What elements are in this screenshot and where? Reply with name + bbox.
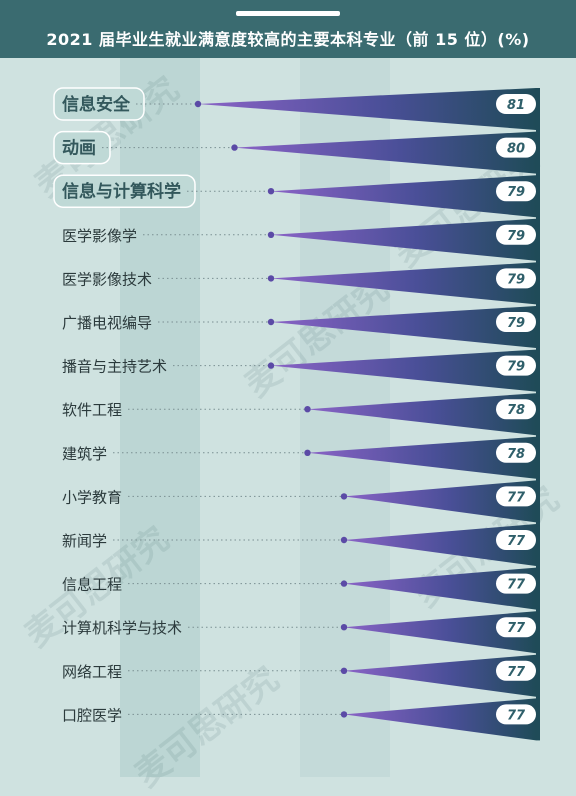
chart-row: 信息工程 77 xyxy=(62,567,536,610)
bar-start-dot xyxy=(267,318,275,326)
value-label: 79 xyxy=(507,316,525,331)
header-accent-bar xyxy=(236,11,340,16)
chart-row: 建筑学 78 xyxy=(62,436,536,479)
value-label: 79 xyxy=(507,185,525,200)
chart-row: 软件工程 78 xyxy=(62,393,536,436)
category-label: 口腔医学 xyxy=(62,706,122,724)
value-label: 79 xyxy=(507,229,525,244)
chart-row: 广播电视编导 79 xyxy=(62,306,536,348)
chart-title: 2021 届毕业生就业满意度较高的主要本科专业（前 15 位）(%) xyxy=(46,30,530,49)
chart-row: 信息安全 81 xyxy=(53,87,536,130)
value-badge xyxy=(496,617,536,638)
value-badge xyxy=(496,660,536,681)
category-label: 网络工程 xyxy=(62,663,122,681)
value-badge xyxy=(496,442,536,463)
value-bar xyxy=(344,654,536,697)
value-badge xyxy=(496,181,536,202)
value-label: 77 xyxy=(507,708,526,723)
chart-row: 计算机科学与技术 77 xyxy=(62,611,536,654)
value-bar xyxy=(344,524,536,566)
bar-start-dot xyxy=(340,580,348,587)
value-label: 81 xyxy=(507,98,525,113)
category-label: 建筑学 xyxy=(62,445,107,463)
category-label: 信息与计算科学 xyxy=(62,181,181,202)
value-bar xyxy=(271,306,536,348)
value-label: 79 xyxy=(507,360,525,375)
bar-start-dot xyxy=(231,144,238,151)
chart-row: 小学教育 77 xyxy=(62,480,536,523)
value-label: 77 xyxy=(507,665,526,680)
category-label: 播音与主持艺术 xyxy=(62,358,167,376)
value-label: 80 xyxy=(507,142,525,157)
value-badge xyxy=(496,399,536,420)
category-label: 医学影像学 xyxy=(62,227,137,245)
category-label: 新闻学 xyxy=(62,532,107,550)
value-badge xyxy=(496,312,536,332)
value-bar xyxy=(198,88,536,130)
value-label: 77 xyxy=(507,578,526,593)
category-highlight xyxy=(53,87,145,121)
bar-start-dot xyxy=(267,275,275,282)
value-badge xyxy=(496,704,536,725)
bar-start-dot xyxy=(194,100,202,108)
value-bar xyxy=(271,218,536,261)
category-label: 信息安全 xyxy=(62,94,131,115)
bar-start-dot xyxy=(304,449,311,456)
bar-start-dot xyxy=(267,188,275,195)
category-label: 信息工程 xyxy=(62,576,122,594)
value-bar xyxy=(307,393,536,436)
category-label: 广播电视编导 xyxy=(62,314,152,332)
chart-row: 新闻学 77 xyxy=(62,524,536,566)
background-band xyxy=(300,58,390,777)
category-highlight xyxy=(53,130,111,165)
chart-row: 网络工程 77 xyxy=(62,654,536,697)
value-badge xyxy=(496,573,536,594)
value-bar xyxy=(344,611,536,654)
bar-start-dot xyxy=(267,362,275,369)
value-bar xyxy=(344,480,536,523)
value-label: 79 xyxy=(507,272,525,287)
chart-row: 口腔医学 77 xyxy=(62,698,536,741)
value-label: 77 xyxy=(507,534,526,549)
value-bar xyxy=(307,436,536,479)
value-badge xyxy=(496,486,536,507)
value-bar xyxy=(234,131,536,174)
value-bar xyxy=(271,262,536,305)
value-badge xyxy=(496,94,536,114)
chart-row: 播音与主持艺术 79 xyxy=(62,349,536,392)
category-label: 医学影像技术 xyxy=(62,270,152,288)
bar-start-dot xyxy=(340,711,348,718)
chart-row: 医学影像技术 79 xyxy=(62,262,536,305)
value-badge xyxy=(496,224,536,245)
value-badge xyxy=(496,137,536,158)
chart-spine xyxy=(536,88,540,741)
category-label: 动画 xyxy=(62,139,96,159)
value-label: 77 xyxy=(507,621,526,636)
value-bar xyxy=(344,567,536,610)
bar-start-dot xyxy=(340,667,348,674)
bar-start-dot xyxy=(340,536,348,544)
category-label: 软件工程 xyxy=(62,401,122,419)
chart-row: 医学影像学 79 xyxy=(62,218,536,261)
value-badge xyxy=(496,355,536,376)
value-label: 78 xyxy=(507,447,525,462)
value-bar xyxy=(344,698,536,741)
bar-start-dot xyxy=(267,231,275,238)
value-bar xyxy=(271,349,536,392)
value-label: 77 xyxy=(507,490,526,505)
value-bar xyxy=(271,175,536,218)
value-label: 78 xyxy=(507,403,525,418)
category-highlight xyxy=(53,174,196,208)
bar-start-dot xyxy=(340,624,348,631)
chart-row: 信息与计算科学 79 xyxy=(53,174,536,218)
bar-start-dot xyxy=(304,406,311,413)
category-label: 计算机科学与技术 xyxy=(62,619,182,637)
chart-row: 动画 80 xyxy=(53,130,536,174)
category-label: 小学教育 xyxy=(62,488,122,506)
bar-start-dot xyxy=(340,493,348,500)
chart-header: 2021 届毕业生就业满意度较高的主要本科专业（前 15 位）(%) xyxy=(0,0,576,58)
value-badge xyxy=(496,530,536,550)
value-badge xyxy=(496,268,536,289)
